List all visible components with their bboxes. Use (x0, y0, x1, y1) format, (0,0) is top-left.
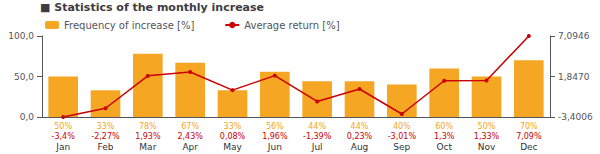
svg-text:0,23%: 0,23% (347, 132, 373, 141)
svg-text:70%: 70% (520, 122, 538, 131)
svg-text:Dec: Dec (520, 142, 537, 152)
svg-text:-3,01%: -3,01% (388, 132, 417, 141)
svg-text:44%: 44% (308, 122, 326, 131)
svg-text:0,08%: 0,08% (220, 132, 246, 141)
svg-text:Oct: Oct (436, 142, 452, 152)
svg-text:7,09%: 7,09% (516, 132, 542, 141)
svg-text:33%: 33% (224, 122, 242, 131)
svg-text:May: May (223, 142, 242, 152)
svg-text:2,43%: 2,43% (177, 132, 203, 141)
svg-text:Jun: Jun (267, 142, 282, 152)
svg-text:1,93%: 1,93% (135, 132, 161, 141)
svg-text:■ Statistics of the monthly in: ■ Statistics of the monthly increase (40, 1, 264, 14)
svg-text:67%: 67% (181, 122, 199, 131)
svg-text:Sep: Sep (393, 142, 410, 152)
svg-text:50%: 50% (478, 122, 496, 131)
svg-text:78%: 78% (139, 122, 157, 131)
svg-text:40%: 40% (393, 122, 411, 131)
svg-text:50,0: 50,0 (14, 72, 34, 82)
svg-text:1,3%: 1,3% (434, 132, 455, 141)
svg-text:50%: 50% (54, 122, 72, 131)
svg-text:Aug: Aug (351, 142, 369, 152)
svg-text:7,0946: 7,0946 (558, 31, 590, 41)
svg-text:-3,4%: -3,4% (52, 132, 76, 141)
svg-text:Nov: Nov (478, 142, 496, 152)
svg-text:Jan: Jan (55, 142, 70, 152)
svg-text:Frequency of increase [%]: Frequency of increase [%] (64, 20, 194, 31)
svg-text:Jul: Jul (311, 142, 323, 152)
svg-text:-3,4006: -3,4006 (558, 112, 593, 122)
svg-text:-2,27%: -2,27% (91, 132, 120, 141)
svg-text:0,0: 0,0 (20, 112, 35, 122)
svg-text:Mar: Mar (139, 142, 156, 152)
svg-text:Feb: Feb (98, 142, 114, 152)
svg-text:1,96%: 1,96% (262, 132, 288, 141)
svg-text:1,8470: 1,8470 (558, 72, 590, 82)
svg-text:44%: 44% (351, 122, 369, 131)
svg-text:56%: 56% (266, 122, 284, 131)
svg-text:Apr: Apr (182, 142, 198, 152)
svg-text:60%: 60% (435, 122, 453, 131)
svg-text:100,0: 100,0 (8, 31, 34, 41)
svg-text:1,33%: 1,33% (474, 132, 500, 141)
svg-text:33%: 33% (97, 122, 115, 131)
svg-text:Average return [%]: Average return [%] (244, 20, 339, 31)
svg-text:-1,39%: -1,39% (303, 132, 332, 141)
